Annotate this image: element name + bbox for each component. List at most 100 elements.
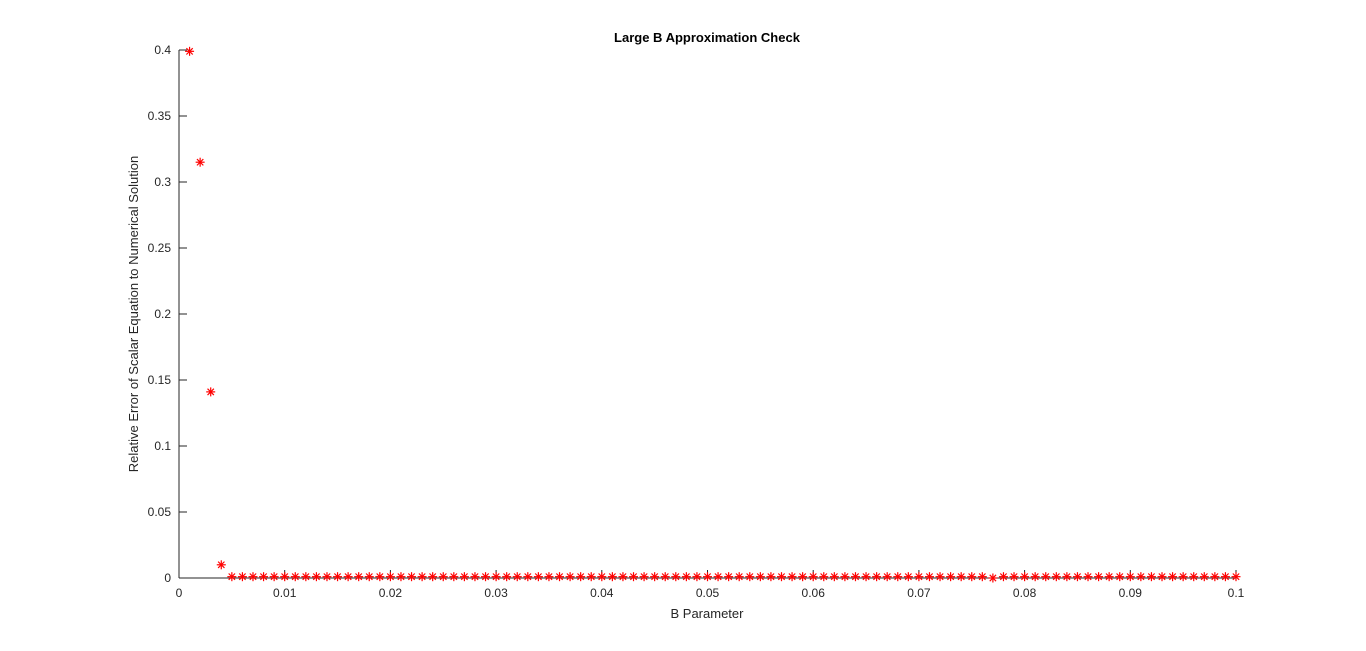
- x-tick-label: 0.06: [802, 586, 826, 600]
- y-tick-label: 0.1: [154, 439, 171, 453]
- data-point: [1104, 572, 1114, 582]
- data-point: [946, 572, 956, 582]
- data-point: [1083, 572, 1093, 582]
- data-point: [1062, 572, 1072, 582]
- data-point: [1189, 572, 1199, 582]
- data-point: [1220, 572, 1230, 582]
- data-point: [914, 572, 924, 582]
- data-point: [819, 572, 829, 582]
- data-point: [703, 572, 712, 582]
- data-point: [565, 572, 575, 582]
- data-point: [872, 572, 882, 582]
- data-point: [1030, 572, 1040, 582]
- data-point: [364, 572, 374, 582]
- data-point: [671, 572, 681, 582]
- data-point: [924, 572, 934, 582]
- x-axis-title: B Parameter: [671, 606, 745, 621]
- data-point: [861, 572, 871, 582]
- data-point: [776, 572, 786, 582]
- x-tick-label: 0.03: [484, 586, 508, 600]
- data-point: [1157, 572, 1167, 582]
- data-point: [523, 572, 533, 582]
- data-point: [544, 572, 554, 582]
- data-point: [967, 572, 977, 582]
- data-point: [555, 572, 565, 582]
- data-point: [1041, 572, 1051, 582]
- data-point: [470, 572, 480, 582]
- data-point: [269, 572, 279, 582]
- data-point: [1020, 572, 1030, 582]
- data-point: [1178, 572, 1188, 582]
- data-point: [988, 573, 998, 583]
- x-tick-label: 0: [176, 586, 183, 600]
- data-point: [882, 572, 892, 582]
- data-point: [1051, 572, 1061, 582]
- y-tick-label: 0.25: [148, 241, 172, 255]
- data-point: [639, 572, 649, 582]
- data-point: [311, 572, 321, 582]
- data-point: [903, 572, 913, 582]
- data-point: [502, 572, 512, 582]
- data-point: [935, 572, 945, 582]
- data-point: [333, 572, 343, 582]
- data-point: [1094, 572, 1104, 582]
- x-tick-label: 0.02: [379, 586, 403, 600]
- y-axis-ticks: 0 0.05 0.1 0.15 0.2 0.25 0.3 0.35 0.4: [148, 43, 187, 585]
- data-point: [1199, 572, 1209, 582]
- data-point: [1210, 572, 1220, 582]
- data-point: [354, 572, 364, 582]
- data-point: [829, 572, 839, 582]
- data-point: [1231, 572, 1241, 582]
- data-point: [1115, 572, 1125, 582]
- x-tick-label: 0.05: [696, 586, 720, 600]
- data-point: [491, 572, 501, 582]
- data-point: [607, 572, 617, 582]
- data-point: [650, 572, 660, 582]
- y-tick-label: 0.4: [154, 43, 171, 57]
- data-point: [533, 572, 543, 582]
- data-point: [512, 572, 522, 582]
- data-point: [660, 572, 670, 582]
- data-point: [417, 572, 427, 582]
- data-point: [850, 572, 860, 582]
- data-point: [586, 572, 596, 582]
- y-tick-label: 0.35: [148, 109, 172, 123]
- data-point: [755, 572, 765, 582]
- data-point: [618, 572, 628, 582]
- y-axis-title: Relative Error of Scalar Equation to Num…: [126, 156, 141, 472]
- data-point: [185, 46, 195, 56]
- data-point: [956, 572, 966, 582]
- data-point: [798, 572, 808, 582]
- data-point: [1136, 572, 1146, 582]
- data-point: [597, 572, 607, 582]
- data-point: [385, 572, 395, 582]
- data-point: [692, 572, 702, 582]
- data-point: [375, 572, 385, 582]
- data-point: [724, 572, 734, 582]
- x-tick-label: 0.07: [907, 586, 931, 600]
- data-point: [428, 572, 438, 582]
- data-point: [734, 572, 744, 582]
- axes: [178, 50, 1236, 579]
- chart-title: Large B Approximation Check: [614, 30, 801, 45]
- data-point: [206, 387, 216, 397]
- data-point: [407, 572, 417, 582]
- data-point: [343, 572, 353, 582]
- data-points: [185, 46, 1241, 583]
- x-tick-label: 0.08: [1013, 586, 1037, 600]
- data-point: [227, 572, 237, 582]
- y-tick-label: 0.2: [154, 307, 171, 321]
- x-tick-label: 0.01: [273, 586, 297, 600]
- data-point: [237, 572, 247, 582]
- data-point: [301, 572, 311, 582]
- data-point: [459, 572, 469, 582]
- y-tick-label: 0.3: [154, 175, 171, 189]
- y-tick-label: 0.05: [148, 505, 172, 519]
- data-point: [998, 572, 1008, 582]
- data-point: [787, 572, 797, 582]
- data-point: [629, 572, 639, 582]
- data-point: [449, 572, 459, 582]
- y-tick-label: 0.15: [148, 373, 172, 387]
- data-point: [1125, 572, 1135, 582]
